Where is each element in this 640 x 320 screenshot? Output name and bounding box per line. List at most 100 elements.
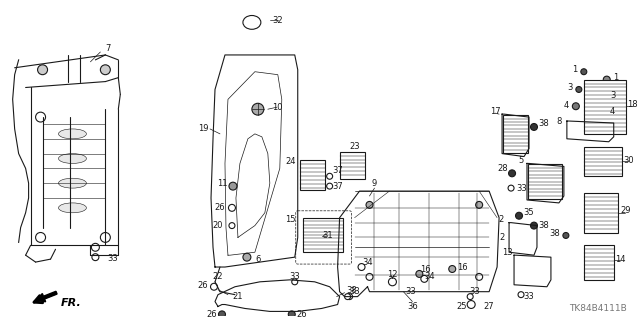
Text: 6: 6: [255, 255, 260, 264]
Text: 24: 24: [285, 157, 296, 166]
Text: TK84B4111B: TK84B4111B: [569, 304, 627, 313]
Text: 5: 5: [518, 156, 524, 165]
Bar: [300, 161, 324, 190]
Bar: [503, 115, 528, 153]
Circle shape: [36, 112, 45, 122]
Bar: [528, 164, 562, 199]
Text: 35: 35: [524, 208, 534, 217]
Circle shape: [576, 86, 582, 92]
Circle shape: [100, 65, 110, 75]
Circle shape: [344, 294, 351, 300]
Text: 22: 22: [212, 272, 223, 281]
Circle shape: [211, 283, 218, 290]
Text: 31: 31: [323, 231, 333, 240]
Text: 16: 16: [420, 266, 431, 275]
Circle shape: [326, 183, 333, 189]
Text: 33: 33: [405, 287, 416, 296]
Circle shape: [508, 185, 514, 191]
Text: 26: 26: [198, 281, 209, 290]
Text: 4: 4: [610, 107, 615, 116]
Circle shape: [388, 278, 396, 286]
Circle shape: [600, 108, 607, 115]
Text: 8: 8: [556, 116, 561, 125]
Circle shape: [516, 212, 522, 219]
Ellipse shape: [58, 154, 86, 164]
Circle shape: [518, 292, 524, 298]
Text: FR.: FR.: [61, 298, 81, 308]
Text: 2: 2: [499, 215, 504, 224]
Circle shape: [243, 253, 251, 261]
Circle shape: [416, 270, 423, 277]
Text: 33: 33: [516, 184, 527, 193]
Text: 1: 1: [613, 73, 618, 82]
Text: 33: 33: [524, 292, 534, 301]
Ellipse shape: [58, 203, 86, 213]
Circle shape: [36, 233, 45, 242]
Circle shape: [292, 279, 298, 285]
Text: 29: 29: [620, 206, 631, 215]
Text: 2: 2: [499, 233, 505, 242]
Circle shape: [476, 273, 483, 280]
Circle shape: [358, 264, 365, 270]
Text: 23: 23: [349, 142, 360, 151]
Circle shape: [421, 276, 428, 282]
Bar: [584, 245, 614, 280]
Bar: [340, 152, 365, 179]
Circle shape: [218, 311, 225, 318]
Circle shape: [531, 124, 538, 131]
Text: 17: 17: [490, 107, 500, 116]
Circle shape: [600, 93, 607, 100]
Text: 30: 30: [623, 156, 634, 165]
Text: 33: 33: [349, 287, 360, 296]
Circle shape: [347, 294, 353, 300]
Text: 11: 11: [217, 179, 227, 188]
Circle shape: [581, 69, 587, 75]
Circle shape: [604, 76, 610, 83]
Text: 4: 4: [563, 101, 568, 110]
Circle shape: [467, 300, 475, 308]
Circle shape: [228, 204, 236, 211]
Ellipse shape: [58, 178, 86, 188]
Circle shape: [229, 223, 235, 228]
Text: 1: 1: [572, 65, 577, 74]
Circle shape: [38, 65, 47, 75]
Text: 32: 32: [273, 16, 283, 25]
Text: 14: 14: [616, 255, 626, 264]
Text: 38: 38: [550, 229, 560, 238]
Text: 3: 3: [610, 91, 616, 100]
Text: 33: 33: [289, 272, 300, 281]
Circle shape: [366, 273, 373, 280]
Bar: [584, 147, 621, 176]
Circle shape: [326, 173, 333, 179]
Text: 33: 33: [470, 287, 481, 296]
Text: 12: 12: [387, 270, 397, 279]
Text: 26: 26: [296, 310, 307, 319]
Ellipse shape: [243, 15, 261, 29]
Circle shape: [449, 266, 456, 272]
Circle shape: [572, 103, 579, 110]
Circle shape: [252, 103, 264, 115]
Circle shape: [563, 233, 569, 238]
Text: 34: 34: [362, 258, 373, 267]
Text: 27: 27: [484, 302, 495, 311]
Ellipse shape: [58, 129, 86, 139]
Text: 37: 37: [332, 166, 343, 175]
Circle shape: [288, 311, 295, 318]
Text: 3: 3: [567, 83, 573, 92]
Circle shape: [467, 294, 473, 300]
FancyArrow shape: [36, 291, 57, 302]
Text: 7: 7: [106, 44, 111, 52]
Text: 20: 20: [212, 221, 223, 230]
Bar: [584, 80, 626, 134]
Text: 18: 18: [627, 100, 638, 109]
Text: 21: 21: [233, 292, 243, 301]
Bar: [303, 218, 342, 252]
Text: 10: 10: [273, 103, 283, 112]
Text: 9: 9: [372, 179, 377, 188]
Text: 25: 25: [456, 302, 467, 311]
Text: 26: 26: [214, 203, 225, 212]
Text: 19: 19: [198, 124, 208, 133]
Text: 26: 26: [207, 310, 218, 319]
Bar: [584, 193, 618, 233]
Circle shape: [509, 170, 516, 177]
